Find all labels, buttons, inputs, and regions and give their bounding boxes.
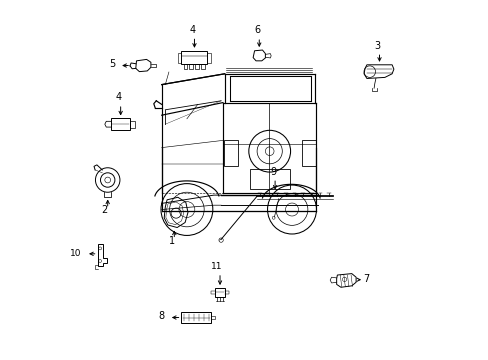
Bar [223,140,238,166]
Text: 8: 8 [158,311,164,321]
Bar [130,121,135,128]
Bar [214,288,225,297]
Bar [181,51,207,64]
Text: 9: 9 [269,167,275,177]
Text: 10: 10 [70,249,81,258]
Bar [183,64,187,69]
Text: 4: 4 [116,93,122,103]
Text: 7: 7 [362,274,368,284]
Bar [181,312,211,323]
Text: 1: 1 [169,236,175,246]
Text: 5: 5 [109,59,115,69]
Text: 6: 6 [254,26,260,36]
Text: 3: 3 [374,41,380,51]
Bar [111,118,130,130]
Text: 4: 4 [189,25,195,35]
Bar [302,140,315,166]
Text: 11: 11 [211,262,222,271]
Bar [189,64,193,69]
Bar [195,64,199,69]
Bar [249,169,289,189]
Text: 2: 2 [102,206,108,216]
Bar [201,64,204,69]
